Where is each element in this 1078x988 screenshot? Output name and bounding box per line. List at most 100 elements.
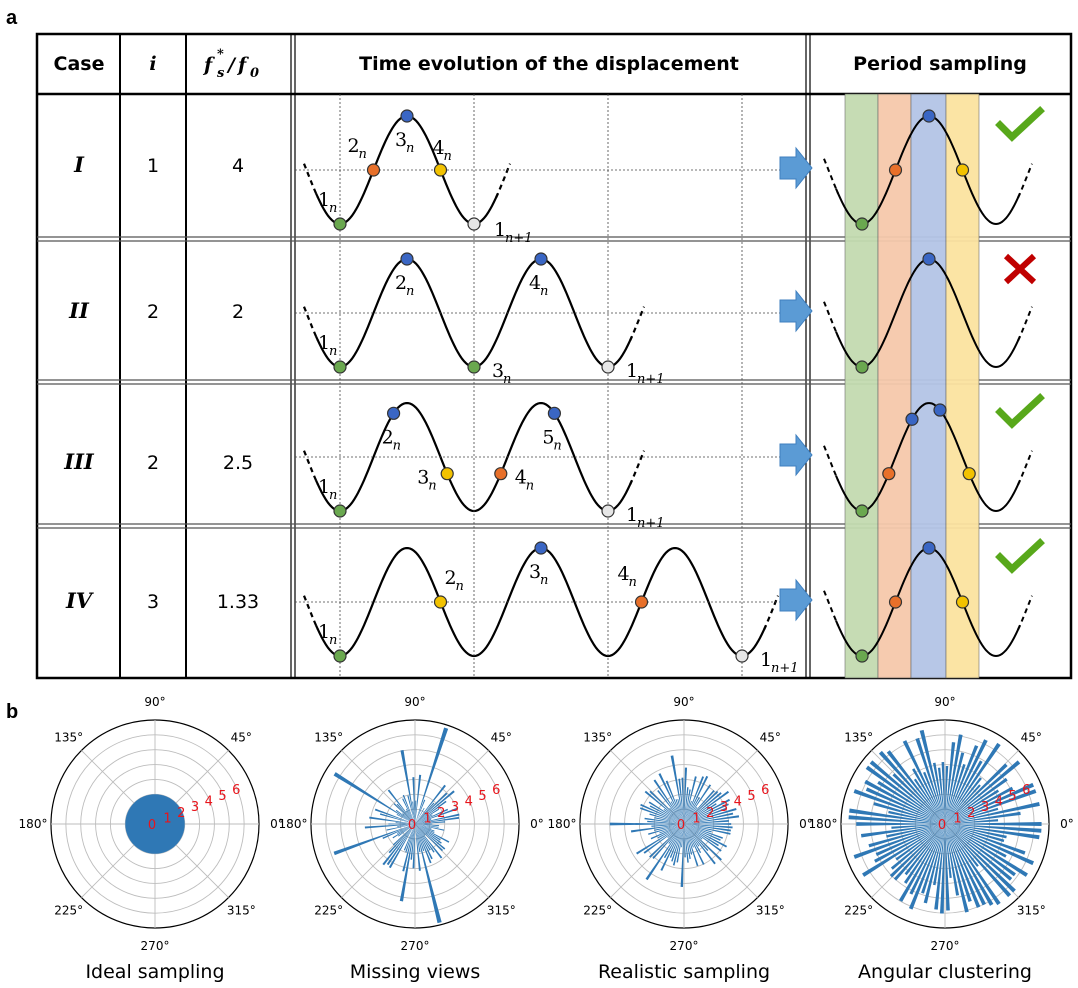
period-sample-point (905, 412, 919, 426)
polar-bar (860, 824, 945, 838)
sample-point (440, 467, 454, 481)
polar-bar (684, 803, 717, 824)
check-icon (995, 393, 1045, 429)
polar-bar (386, 824, 415, 866)
polar-bar (649, 813, 684, 824)
polar-bar (680, 824, 684, 887)
polar-bar (364, 824, 415, 829)
polar-bar (862, 824, 945, 877)
polar-bar (889, 824, 945, 878)
phase-band (877, 93, 912, 679)
polar-bar (125, 794, 185, 854)
polar-bar (684, 823, 732, 825)
sample-label-subscript: n (359, 147, 367, 162)
polar-bar (388, 823, 415, 825)
polar-bar (639, 807, 684, 824)
polar-bar (684, 824, 733, 829)
angle-label: 180° (548, 817, 577, 831)
polar-bar (684, 824, 691, 859)
polar-bar (684, 824, 693, 855)
polar-bar (684, 797, 700, 824)
svg-text:/: / (226, 54, 237, 76)
curve-dashed-start (302, 163, 320, 199)
polar-bar (415, 808, 449, 824)
phase-band (844, 93, 879, 679)
polar-bar (415, 824, 440, 827)
polar-bar (684, 808, 737, 824)
polar-bar (333, 772, 415, 824)
polar-bar (669, 824, 684, 858)
polar-bar (898, 824, 945, 902)
angle-label: 135° (54, 731, 83, 745)
polar-bar (650, 824, 684, 840)
polar-bar (868, 824, 945, 848)
polar-bar (945, 824, 950, 911)
sample-label-subscript: n (406, 141, 414, 156)
polar-bar (874, 824, 945, 863)
polar-bar (684, 815, 740, 824)
polar-bar (945, 824, 1007, 858)
arrow-right-icon (779, 578, 813, 622)
polar-bar (892, 773, 945, 824)
angle-label: 90° (934, 695, 955, 709)
polar-bar (665, 780, 684, 824)
polar-bar (684, 824, 686, 858)
sample-label-subscript: n (540, 284, 548, 299)
sample-label: 4 (529, 272, 541, 294)
period-curve-dashed (823, 445, 839, 481)
polar-bar (395, 822, 415, 824)
check-icon (995, 106, 1045, 142)
polar-bar (684, 775, 709, 824)
polar-plots: 90°45°0°315°270°225°180°135°0 1 2 3 4 5 6Ideal… (19, 695, 1074, 983)
polar-bar (415, 792, 448, 824)
polar-bar (684, 824, 703, 840)
polar-plot: 90° 45° 0° 315° 270° 225° 180° 135° 0 1 2 3 4 5 6 Ideal… (19, 695, 284, 983)
period-curve-dashed (1017, 595, 1033, 631)
polar-bar (415, 824, 435, 833)
row-cells: I 1 4 II 2 2 III 2 2.5 IV 3 1.33 (63, 152, 259, 613)
sample-label-subscript: n (629, 575, 637, 590)
polar-bar (934, 824, 945, 910)
polar-bar (945, 824, 972, 902)
polar-bar (415, 821, 446, 824)
i-value: 2 (147, 452, 159, 474)
polar-bar (670, 801, 684, 824)
polar-bar (645, 824, 684, 881)
radial-tick-label: 2 (706, 806, 714, 821)
curve-dashed-end (494, 163, 512, 199)
angle-label: 180° (809, 817, 838, 831)
polar-bar (415, 824, 431, 851)
polar-bar (415, 824, 425, 851)
angle-label: 135° (314, 731, 343, 745)
polar-bar (681, 824, 684, 848)
sample-label-subscript: n+1 (505, 231, 533, 246)
polar-bar (945, 824, 1026, 855)
polar-bar (676, 824, 684, 863)
radial-tick-label: 1 (692, 812, 700, 827)
polar-bar (415, 823, 433, 825)
polar-bar (684, 789, 715, 824)
curve-dashed-start (302, 306, 320, 342)
polar-bar (945, 807, 999, 824)
polar-bar (415, 807, 458, 824)
angle-label: 135° (583, 731, 612, 745)
polar-bar (945, 763, 1008, 824)
sample-point (467, 360, 481, 374)
radial-tick-label: 2 (177, 806, 185, 821)
polar-bar (382, 824, 415, 866)
sample-point (400, 252, 414, 266)
polar-bar (684, 807, 698, 824)
radial-tick-label: 6 (492, 783, 500, 798)
polar-bar (374, 808, 415, 824)
sample-label: 1 (318, 476, 330, 498)
polar-bar (919, 729, 945, 824)
polar-bar (415, 800, 447, 824)
header-i: i (149, 53, 156, 75)
polar-bar (945, 763, 966, 824)
polar-bar (853, 824, 945, 859)
sample-label: 1 (760, 649, 772, 671)
angle-label: 90° (673, 695, 694, 709)
polar-bar (853, 789, 945, 824)
polar-bar (392, 824, 415, 846)
polar-caption: Ideal sampling (85, 961, 224, 983)
